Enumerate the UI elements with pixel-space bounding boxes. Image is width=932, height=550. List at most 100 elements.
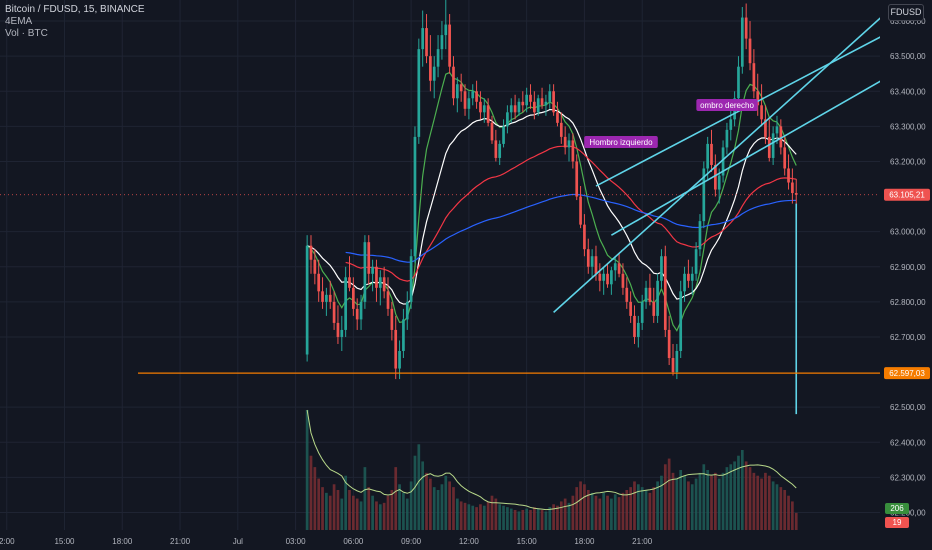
candle-body [791, 182, 794, 194]
volume-bar [721, 472, 725, 530]
volume-bar [463, 502, 467, 530]
volume-bar [336, 490, 340, 530]
candle-body [309, 245, 313, 260]
candle-body [471, 91, 475, 99]
volume-bar [590, 492, 594, 530]
price-tick-label: 62.500,00 [890, 403, 926, 412]
candle-body [694, 249, 698, 274]
candle-body [490, 122, 494, 141]
candle-body [625, 287, 629, 302]
volume-bar [452, 487, 455, 530]
candle-body [606, 273, 609, 285]
indicator-volume-label[interactable]: Vol · BTC [5, 28, 48, 39]
candles[interactable] [305, 0, 798, 380]
candle-body [586, 249, 590, 267]
candle-body [486, 105, 490, 123]
volume-bar [621, 492, 625, 530]
left-shoulder-label: Hombro izquierdo [589, 138, 653, 147]
candle-body [559, 122, 563, 137]
candle-body [363, 242, 367, 302]
time-tick-label: 18:00 [574, 537, 595, 546]
candle-body [398, 350, 401, 369]
candle-body [371, 266, 374, 274]
candle-body [729, 119, 733, 130]
candle-body [459, 84, 463, 92]
time-tick-label: 03:00 [286, 537, 307, 546]
volume-bar [498, 504, 502, 530]
candle-body [405, 301, 409, 320]
volume-bar [533, 507, 536, 530]
drawings[interactable]: Hombro izquierdo ombro derecho [0, 9, 913, 415]
candle-body [529, 94, 532, 102]
ema-mid-line [306, 108, 797, 305]
volume-bar [710, 475, 713, 530]
volume-bar [517, 511, 521, 530]
volume-bar [690, 484, 694, 530]
candle-body [617, 263, 621, 274]
time-tick-label: 21:00 [632, 537, 653, 546]
candle-body [698, 221, 702, 250]
currency-badge[interactable]: FDUSD [888, 4, 924, 21]
last-price-badge-bg [884, 188, 930, 201]
candle-body [479, 101, 482, 113]
volume-bar [536, 508, 540, 530]
volume-bar [586, 490, 590, 530]
volume-bar [340, 498, 344, 530]
candle-body [721, 147, 725, 176]
volume-bar [305, 410, 309, 530]
volume-bar [787, 495, 790, 530]
price-tick-label: 62.400,00 [890, 438, 926, 447]
volume-bar [656, 481, 659, 530]
volume-bar [321, 487, 324, 530]
candle-body [706, 143, 710, 169]
candle-body [533, 101, 536, 113]
volume-bar [525, 508, 528, 530]
candle-body [556, 112, 559, 123]
volume-bar [602, 492, 606, 530]
volume-bar [748, 467, 752, 530]
volume-bar [325, 492, 328, 530]
volume-bar [363, 467, 367, 530]
candle-body [540, 98, 544, 106]
symbol-title[interactable]: Bitcoin / FDUSD, 15, BINANCE [5, 4, 145, 15]
volume-bar [567, 502, 571, 530]
volume-bar [760, 478, 763, 530]
candle-body [660, 256, 663, 281]
volume-bar [529, 510, 532, 530]
time-axis[interactable]: 2:00 15:00 18:00 21:00 Jul 03:00 06:00 09:00 12:… [0, 532, 932, 550]
volume-bar [309, 455, 313, 530]
volume-bar [671, 472, 675, 530]
candle-body [756, 91, 760, 106]
candle-body [764, 119, 767, 137]
volume-bar [794, 512, 798, 530]
volume-bar [544, 511, 548, 530]
candle-body [355, 308, 359, 320]
time-tick-label: 18:00 [112, 537, 133, 546]
price-tick-label: 63.500,00 [890, 52, 926, 61]
volume-bar [440, 484, 444, 530]
volume-bar [371, 495, 374, 530]
time-tick-label: 21:00 [170, 537, 191, 546]
volume-bar [394, 467, 398, 530]
volume-bar [398, 484, 401, 530]
volume-bar [563, 498, 567, 530]
volume-bar [502, 505, 505, 530]
candle-body [671, 358, 675, 373]
volume-bar [644, 490, 648, 530]
candle-body [344, 277, 347, 330]
indicator-ema-label[interactable]: 4EMA [5, 16, 33, 27]
volume-bar [467, 504, 471, 530]
candle-body [455, 84, 459, 99]
volume-bar [613, 494, 617, 530]
candle-body [702, 168, 706, 222]
candle-body [394, 329, 398, 369]
volume-bar [779, 487, 783, 530]
volume-bar [390, 490, 394, 530]
vol-last-badge: 19 [893, 518, 902, 527]
price-axis[interactable]: 63.600,00 63.500,00 63.400,00 63.300,00 63.2… [880, 0, 932, 550]
last-price-badge: 63.105,21 [889, 191, 925, 200]
candle-body [575, 161, 579, 197]
volume-bar [583, 484, 586, 530]
volume-bar [767, 475, 771, 530]
